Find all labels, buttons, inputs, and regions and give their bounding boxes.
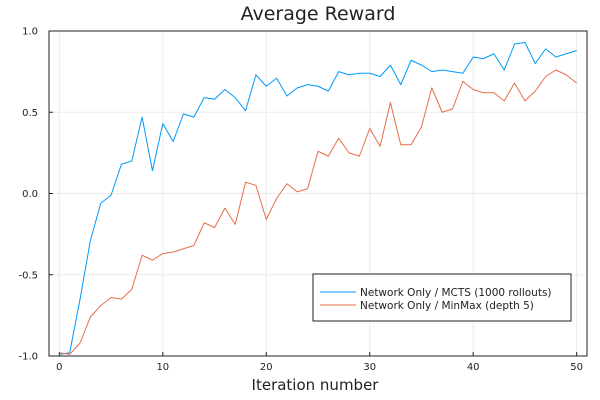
legend-box	[312, 273, 572, 322]
x-tick-label: 40	[467, 362, 480, 373]
x-tick-label: 0	[56, 362, 62, 373]
x-axis-ticks: 0 10 20 30 40 50	[56, 352, 583, 373]
legend: Network Only / MCTS (1000 rollouts) Netw…	[312, 273, 572, 322]
y-axis-ticks: -1.0 -0.5 0.0 0.5 1.0	[18, 27, 53, 363]
x-tick-label: 30	[363, 362, 376, 373]
y-tick-label: -0.5	[18, 270, 38, 281]
series-lines	[59, 41, 577, 355]
y-tick-label: -1.0	[18, 352, 38, 363]
x-axis-label: Iteration number	[252, 376, 380, 394]
series-line-minmax	[59, 69, 577, 355]
legend-label-mcts: Network Only / MCTS (1000 rollouts)	[360, 287, 552, 299]
y-tick-label: 0.5	[22, 108, 38, 119]
series-line-mcts	[59, 41, 577, 355]
legend-label-minmax: Network Only / MinMax (depth 5)	[360, 300, 534, 312]
x-tick-label: 50	[570, 362, 583, 373]
x-tick-label: 10	[156, 362, 169, 373]
y-tick-label: 0.0	[22, 189, 38, 200]
x-tick-label: 20	[260, 362, 273, 373]
chart-title: Average Reward	[241, 3, 396, 25]
y-tick-label: 1.0	[22, 27, 38, 38]
